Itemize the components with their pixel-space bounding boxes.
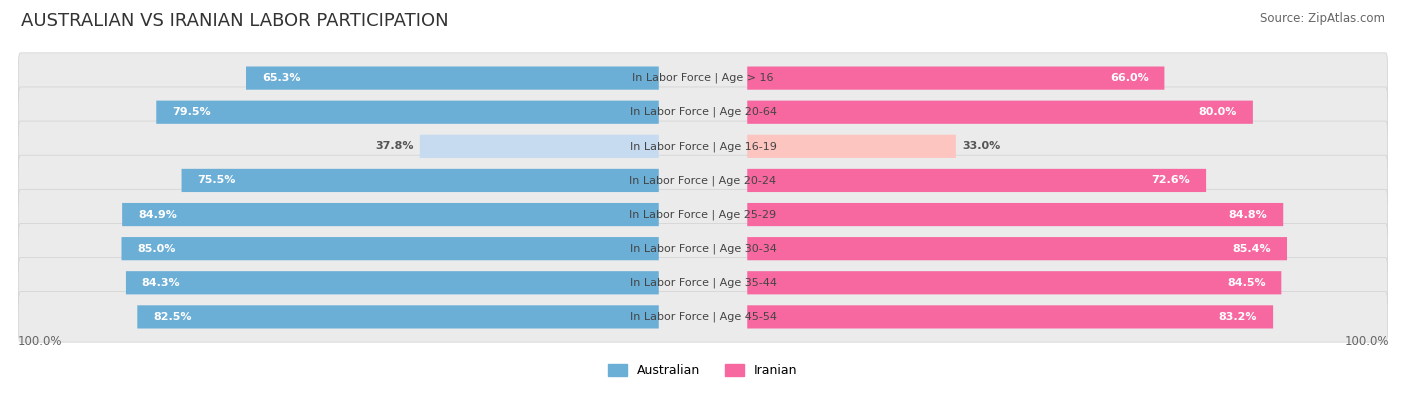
Text: 100.0%: 100.0% bbox=[1344, 335, 1389, 348]
Text: Source: ZipAtlas.com: Source: ZipAtlas.com bbox=[1260, 12, 1385, 25]
FancyBboxPatch shape bbox=[138, 305, 659, 329]
FancyBboxPatch shape bbox=[420, 135, 659, 158]
FancyBboxPatch shape bbox=[18, 121, 1388, 171]
FancyBboxPatch shape bbox=[127, 271, 659, 294]
FancyBboxPatch shape bbox=[18, 224, 1388, 274]
Text: 79.5%: 79.5% bbox=[172, 107, 211, 117]
Text: 84.8%: 84.8% bbox=[1229, 210, 1267, 220]
Text: In Labor Force | Age 25-29: In Labor Force | Age 25-29 bbox=[630, 209, 776, 220]
FancyBboxPatch shape bbox=[747, 135, 956, 158]
FancyBboxPatch shape bbox=[18, 87, 1388, 137]
FancyBboxPatch shape bbox=[156, 101, 659, 124]
Text: 37.8%: 37.8% bbox=[375, 141, 413, 151]
Text: In Labor Force | Age 16-19: In Labor Force | Age 16-19 bbox=[630, 141, 776, 152]
Text: In Labor Force | Age > 16: In Labor Force | Age > 16 bbox=[633, 73, 773, 83]
FancyBboxPatch shape bbox=[747, 305, 1272, 329]
Text: 84.9%: 84.9% bbox=[138, 210, 177, 220]
FancyBboxPatch shape bbox=[18, 258, 1388, 308]
FancyBboxPatch shape bbox=[18, 189, 1388, 240]
Text: 82.5%: 82.5% bbox=[153, 312, 191, 322]
FancyBboxPatch shape bbox=[18, 53, 1388, 103]
Text: 85.0%: 85.0% bbox=[138, 244, 176, 254]
Text: 100.0%: 100.0% bbox=[17, 335, 62, 348]
Text: 84.5%: 84.5% bbox=[1227, 278, 1265, 288]
FancyBboxPatch shape bbox=[747, 66, 1164, 90]
Text: 33.0%: 33.0% bbox=[962, 141, 1001, 151]
FancyBboxPatch shape bbox=[747, 237, 1286, 260]
FancyBboxPatch shape bbox=[747, 271, 1281, 294]
Legend: Australian, Iranian: Australian, Iranian bbox=[609, 364, 797, 377]
FancyBboxPatch shape bbox=[122, 203, 659, 226]
FancyBboxPatch shape bbox=[747, 101, 1253, 124]
Text: In Labor Force | Age 20-64: In Labor Force | Age 20-64 bbox=[630, 107, 776, 117]
Text: 85.4%: 85.4% bbox=[1233, 244, 1271, 254]
Text: 65.3%: 65.3% bbox=[262, 73, 301, 83]
Text: 80.0%: 80.0% bbox=[1199, 107, 1237, 117]
Text: 83.2%: 83.2% bbox=[1219, 312, 1257, 322]
Text: In Labor Force | Age 20-24: In Labor Force | Age 20-24 bbox=[630, 175, 776, 186]
FancyBboxPatch shape bbox=[18, 292, 1388, 342]
Text: In Labor Force | Age 45-54: In Labor Force | Age 45-54 bbox=[630, 312, 776, 322]
FancyBboxPatch shape bbox=[121, 237, 659, 260]
Text: 75.5%: 75.5% bbox=[197, 175, 236, 185]
Text: AUSTRALIAN VS IRANIAN LABOR PARTICIPATION: AUSTRALIAN VS IRANIAN LABOR PARTICIPATIO… bbox=[21, 12, 449, 30]
FancyBboxPatch shape bbox=[18, 155, 1388, 206]
FancyBboxPatch shape bbox=[747, 203, 1284, 226]
Text: 84.3%: 84.3% bbox=[142, 278, 180, 288]
Text: In Labor Force | Age 35-44: In Labor Force | Age 35-44 bbox=[630, 278, 776, 288]
Text: 66.0%: 66.0% bbox=[1109, 73, 1149, 83]
Text: In Labor Force | Age 30-34: In Labor Force | Age 30-34 bbox=[630, 243, 776, 254]
Text: 72.6%: 72.6% bbox=[1152, 175, 1191, 185]
FancyBboxPatch shape bbox=[181, 169, 659, 192]
FancyBboxPatch shape bbox=[246, 66, 659, 90]
FancyBboxPatch shape bbox=[747, 169, 1206, 192]
